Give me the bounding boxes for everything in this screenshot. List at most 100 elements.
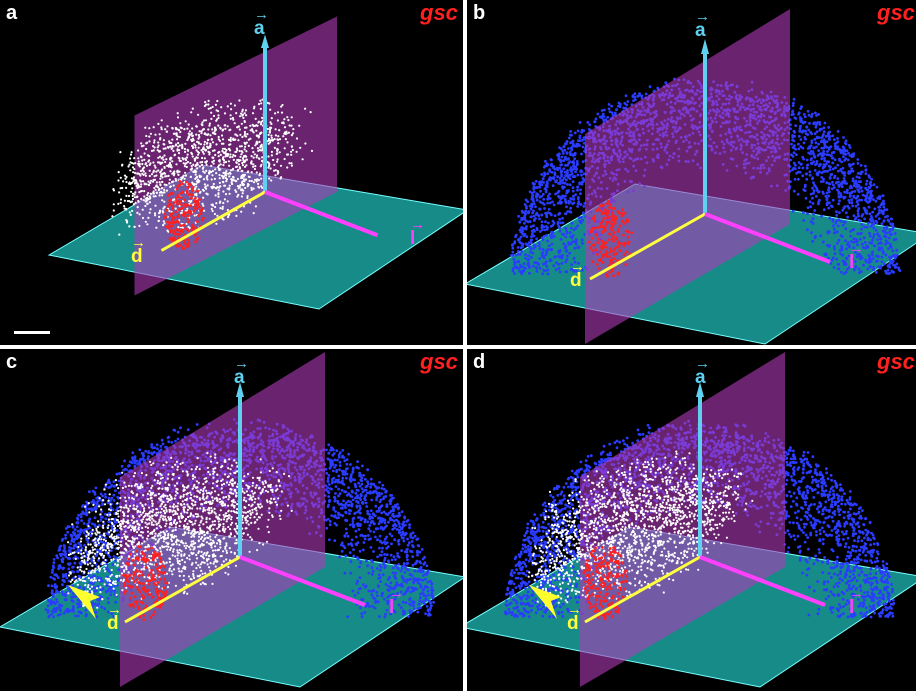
cell-dot [571, 180, 575, 184]
cell-dot [801, 146, 805, 150]
cell-dot [241, 176, 244, 179]
cell-dot [385, 524, 388, 528]
cell-dot [844, 227, 848, 231]
cell-dot [195, 194, 198, 197]
cell-dot [140, 183, 143, 186]
cell-dot [136, 186, 139, 189]
cell-dot [872, 268, 876, 272]
cell-dot [813, 236, 817, 240]
cell-dot [123, 174, 127, 177]
cell-dot [180, 213, 184, 217]
cell-dot [208, 124, 211, 127]
cell-dot [802, 113, 806, 116]
cell-dot [222, 164, 225, 167]
cell-dot [131, 166, 135, 169]
cell-dot [513, 241, 517, 245]
cell-dot [259, 144, 262, 147]
cell-dot [511, 269, 515, 273]
cell-dot [250, 155, 253, 158]
cell-dot [79, 543, 83, 547]
cell-dot [148, 127, 151, 130]
cell-dot [601, 260, 605, 264]
cell-dot [631, 95, 635, 99]
cell-dot [167, 226, 171, 229]
cell-dot [609, 226, 612, 230]
cell-dot [251, 123, 254, 126]
cell-dot [249, 137, 252, 140]
cell-dot [154, 214, 157, 217]
cell-dot [802, 211, 805, 214]
cell-dot [822, 126, 826, 130]
cell-dot [426, 585, 429, 589]
cell-dot [565, 270, 569, 274]
cell-dot [166, 164, 169, 167]
cell-dot [252, 131, 255, 134]
cell-dot [596, 237, 600, 241]
cell-dot [577, 216, 581, 220]
cell-dot [876, 259, 879, 263]
cell-dot [859, 231, 863, 235]
cell-dot [203, 143, 206, 146]
cell-dot [214, 168, 217, 171]
cell-dot [832, 245, 836, 249]
cell-dot [610, 258, 614, 262]
cell-dot [612, 249, 615, 253]
cell-dot [270, 122, 273, 126]
cell-dot [541, 177, 545, 181]
cell-dot [603, 208, 607, 212]
cell-dot [596, 226, 599, 230]
cell-dot [872, 183, 876, 187]
cell-dot [799, 125, 802, 128]
cell-dot [613, 247, 616, 251]
cell-dot [571, 189, 575, 193]
cell-dot [564, 235, 568, 239]
cell-dot [518, 240, 521, 244]
cell-dot [841, 208, 845, 212]
cell-dot [227, 160, 230, 163]
cell-dot [183, 198, 187, 202]
cell-dot [595, 209, 599, 213]
cell-dot [553, 234, 556, 238]
cell-dot [811, 176, 815, 180]
cell-dot [873, 207, 877, 211]
cell-dot [288, 124, 291, 127]
cell-dot [556, 220, 560, 224]
cell-dot [117, 496, 120, 500]
cell-dot [889, 243, 892, 246]
cell-dot [152, 161, 155, 164]
cell-dot [117, 568, 121, 572]
cell-dot [799, 117, 803, 121]
cell-dot [803, 185, 807, 189]
cell-dot [891, 222, 895, 226]
cell-dot [133, 171, 137, 175]
cell-dot [254, 205, 257, 208]
cell-dot [616, 227, 620, 231]
cell-dot [185, 180, 188, 184]
cell-dot [107, 569, 110, 573]
cell-dot [567, 189, 570, 192]
cell-dot [615, 108, 618, 112]
cell-dot [838, 159, 842, 162]
cell-dot [871, 238, 874, 242]
cell-dot [548, 212, 552, 215]
cell-dot [195, 183, 198, 186]
cell-dot [235, 214, 238, 217]
cell-dot [843, 174, 847, 177]
cell-dot [171, 138, 174, 141]
cell-dot [197, 141, 200, 144]
cell-dot [815, 130, 819, 134]
cell-dot [201, 121, 204, 124]
cell-dot [519, 246, 523, 250]
cell-dot [558, 251, 561, 255]
cell-dot [217, 151, 220, 154]
cell-dot [191, 186, 195, 189]
cell-dot [159, 170, 162, 173]
cell-dot [241, 161, 244, 165]
cell-dot [865, 194, 869, 197]
cell-dot [186, 186, 190, 189]
cell-dot [149, 162, 152, 165]
cell-dot [867, 205, 871, 209]
cell-dot [169, 145, 172, 148]
cell-dot [236, 185, 240, 188]
cell-dot [280, 111, 284, 114]
